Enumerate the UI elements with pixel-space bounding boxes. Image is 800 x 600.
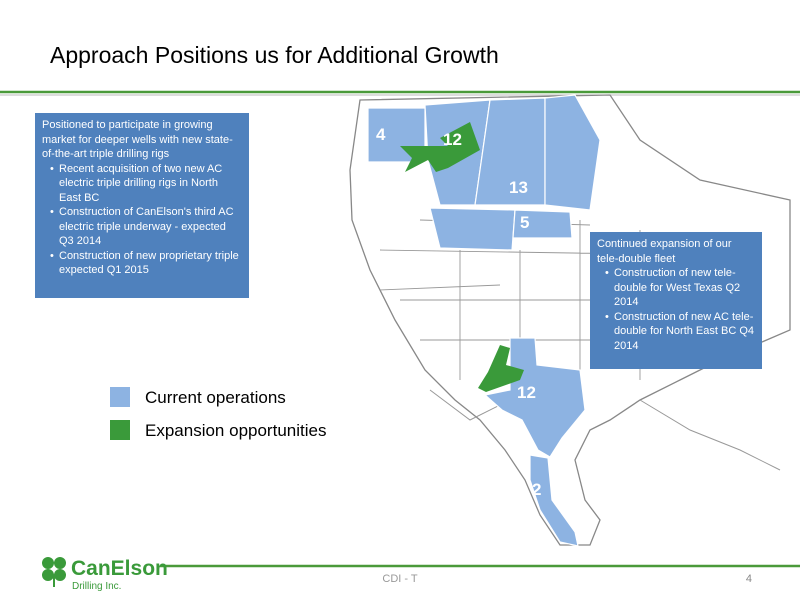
- region-mexico: [529, 454, 579, 547]
- logo-icon: [42, 557, 66, 587]
- map-label: 2: [532, 480, 541, 499]
- bullet: Construction of CanElson's third AC elec…: [50, 205, 242, 249]
- page-number: 4: [746, 573, 752, 585]
- footer-center: CDI - T: [382, 573, 418, 585]
- expansion-arrow-texas: [478, 345, 524, 392]
- expansion-arrow-canada: [400, 122, 480, 172]
- bullet: Construction of new AC tele-double for N…: [605, 310, 755, 354]
- map-label: 12: [443, 130, 462, 149]
- map-label: 4: [376, 125, 386, 144]
- bullet: Construction of new proprietary triple e…: [50, 249, 242, 278]
- continent-outline: [349, 94, 791, 546]
- legend-swatch: [110, 420, 130, 440]
- bullet: Construction of new tele-double for West…: [605, 266, 755, 310]
- bullet-list: Construction of new tele-double for West…: [597, 266, 755, 353]
- region-north-dakota: [512, 209, 573, 239]
- region-manitoba: [544, 94, 601, 211]
- map-label: 5: [520, 213, 529, 232]
- left-callout: Positioned to participate in growing mar…: [35, 113, 249, 298]
- map-label: 12: [517, 383, 536, 402]
- legend-label: Expansion opportunities: [145, 421, 326, 440]
- map-label: 13: [509, 178, 528, 197]
- bullet: Recent acquisition of two new AC electri…: [50, 162, 242, 206]
- right-callout: Continued expansion of our tele-double f…: [590, 232, 762, 369]
- callout-heading: Positioned to participate in growing mar…: [42, 119, 233, 160]
- legend-swatch: [110, 387, 130, 407]
- slide-title: Approach Positions us for Additional Gro…: [50, 42, 499, 68]
- bullet-list: Recent acquisition of two new AC electri…: [42, 162, 242, 278]
- region-montana: [429, 207, 516, 251]
- logo-subtext: Drilling Inc.: [72, 581, 121, 592]
- legend-label: Current operations: [145, 388, 286, 407]
- logo-text: CanElson: [71, 557, 168, 580]
- callout-heading: Continued expansion of our tele-double f…: [597, 238, 732, 265]
